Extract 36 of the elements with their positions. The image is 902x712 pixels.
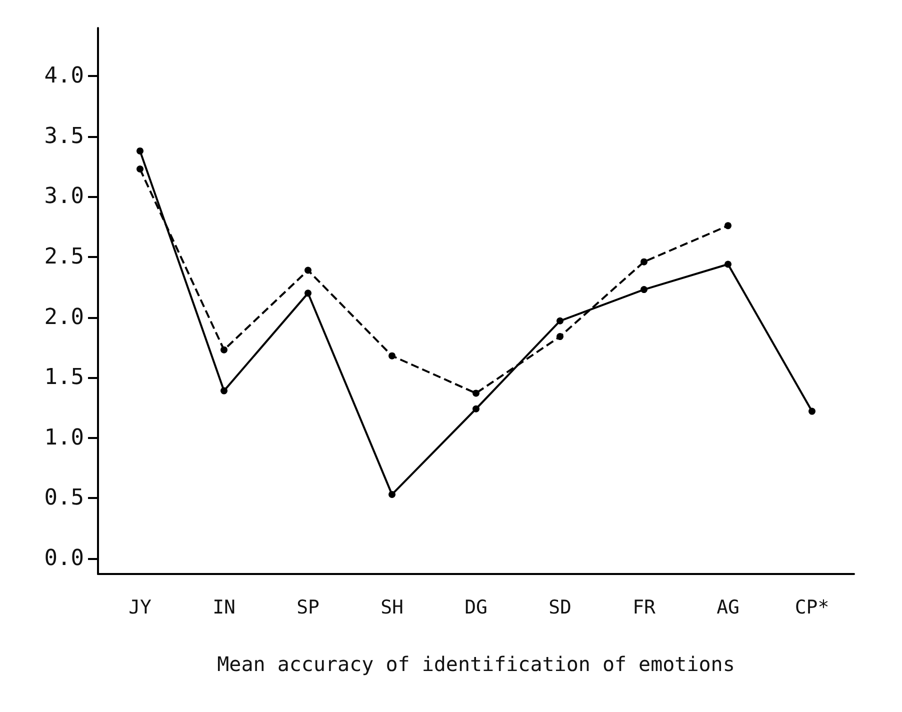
point <box>220 346 228 354</box>
point <box>556 333 564 340</box>
x-tick-label: FR <box>632 596 656 618</box>
point <box>724 222 732 230</box>
point <box>472 390 480 397</box>
x-tick-label: AG <box>716 596 740 618</box>
point <box>304 266 312 274</box>
y-tick-label: 2.0 <box>44 304 84 330</box>
x-axis-title: Mean accuracy of identification of emotions <box>217 652 735 676</box>
point <box>640 286 648 294</box>
point <box>556 317 564 324</box>
x-tick-label: IN <box>212 596 236 618</box>
y-tick-label: 2.5 <box>44 244 84 270</box>
y-tick-label: 3.0 <box>44 184 84 210</box>
x-tick-label: JY <box>128 596 152 618</box>
point <box>724 260 732 268</box>
point <box>304 290 312 297</box>
x-tick-label: SH <box>380 596 404 618</box>
point <box>388 490 396 498</box>
y-tick-label: 4.0 <box>44 64 84 89</box>
point <box>808 408 816 415</box>
y-tick-label: 3.5 <box>44 124 84 149</box>
point <box>136 147 144 154</box>
point <box>472 405 480 412</box>
y-tick-label: 0.5 <box>44 486 84 511</box>
x-tick-label: SP <box>296 596 320 618</box>
point <box>136 166 144 173</box>
point <box>388 352 396 360</box>
point <box>220 387 228 394</box>
y-tick-label: 1.5 <box>44 365 84 390</box>
x-tick-label: CP* <box>794 596 830 618</box>
x-tick-label: DG <box>464 596 488 618</box>
y-tick-label: 1.0 <box>44 425 84 450</box>
y-tick-label: 0.0 <box>44 546 84 571</box>
x-tick-label: SD <box>548 596 572 618</box>
point <box>640 258 648 266</box>
